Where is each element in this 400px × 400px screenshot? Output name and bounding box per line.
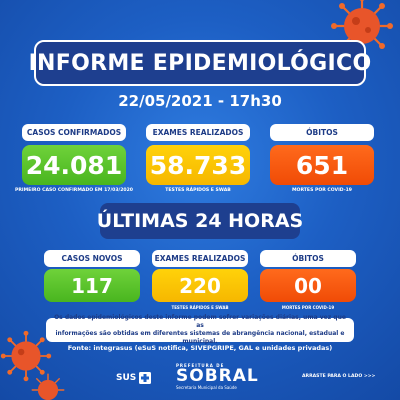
total-exams-value: 58.733 [146, 145, 250, 185]
last24-exams-value: 220 [152, 269, 248, 302]
swipe-hint: ARRASTE PARA O LADO >>> [302, 374, 376, 379]
last24-deaths-note: MORTES POR COVID-19 [281, 305, 335, 310]
last24-title: ÚLTIMAS 24 HORAS [97, 203, 303, 239]
disclaimer-line-2: informações são obtidas em diferentes si… [55, 330, 345, 345]
disclaimer-line-1: Os dados epidemiológicos deste informe p… [54, 314, 346, 329]
last24-cases-value: 117 [44, 269, 140, 302]
prefeitura-sobral-logo: PREFEITURA DE SOBRAL Secretaria Municipa… [176, 363, 259, 390]
coronavirus-icon [31, 373, 65, 400]
prefeitura-label: PREFEITURA DE [176, 363, 225, 368]
total-cases-note: PRIMEIRO CASO CONFIRMADO EM 17/03/2020 [15, 188, 133, 193]
sus-logo-text: SUS [116, 373, 137, 383]
last24-deaths-value: 00 [260, 269, 356, 302]
total-exams-note: TESTES RÁPIDOS E SWAB [165, 188, 231, 193]
total-cases-value: 24.081 [22, 145, 126, 185]
secretaria-label: Secretaria Municipal da Saúde [176, 385, 237, 390]
data-source: Fonte: integrasus (eSuS notifica, SIVEPG… [67, 344, 333, 352]
title-box: INFORME EPIDEMIOLÓGICO [29, 40, 371, 86]
sus-cross-icon [139, 372, 152, 384]
report-date: 22/05/2021 - 17h30 [118, 92, 282, 110]
page-title: INFORME EPIDEMIOLÓGICO [28, 50, 372, 76]
last24-exams-note: TESTES RÁPIDOS E SWAB [171, 305, 229, 310]
coronavirus-icon [331, 0, 393, 57]
total-cases-label: CASOS CONFIRMADOS [22, 124, 126, 141]
last24-cases-label: CASOS NOVOS [44, 250, 140, 267]
disclaimer-box: Os dados epidemiológicos deste informe p… [46, 314, 354, 345]
coronavirus-icon [0, 330, 52, 382]
total-exams-label: EXAMES REALIZADOS [146, 124, 250, 141]
total-deaths-label: ÓBITOS [270, 124, 374, 141]
total-deaths-note: MORTES POR COVID-19 [291, 188, 352, 193]
last24-deaths-label: ÓBITOS [260, 250, 356, 267]
total-deaths-value: 651 [270, 145, 374, 185]
last24-exams-label: EXAMES REALIZADOS [152, 250, 248, 267]
sus-logo: SUS [116, 372, 152, 384]
sobral-wordmark: SOBRAL [176, 366, 259, 386]
